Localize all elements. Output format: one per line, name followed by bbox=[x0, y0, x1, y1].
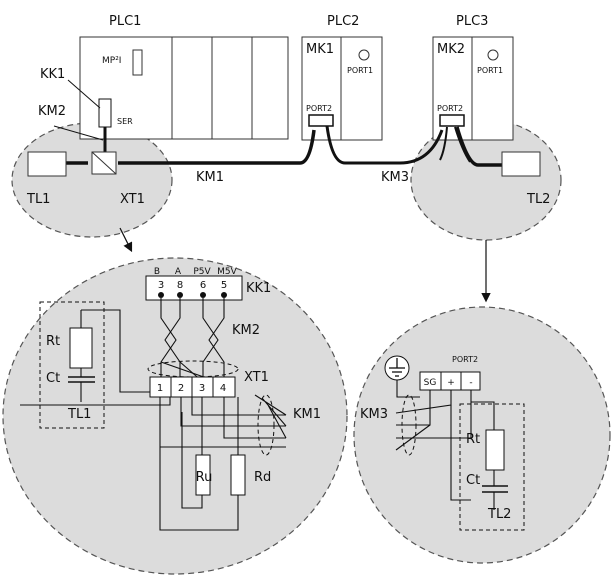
plc2-port1-label: PORT1 bbox=[347, 66, 373, 75]
km2-detail-label: KM2 bbox=[232, 323, 260, 338]
cable-km3 bbox=[345, 126, 502, 167]
kk1-pin-number: 5 bbox=[221, 280, 227, 291]
km1-label: KM1 bbox=[196, 170, 224, 185]
tl1-box bbox=[27, 151, 67, 177]
tl2-label: TL2 bbox=[526, 192, 550, 207]
kk1-pin-number: 6 bbox=[200, 280, 206, 291]
km2-label: KM2 bbox=[38, 104, 66, 119]
plc3-mk2-label: MK2 bbox=[437, 42, 465, 57]
terminal-number: 4 bbox=[220, 383, 226, 394]
rt-label-left: Rt bbox=[46, 334, 60, 349]
detail-right-wiring bbox=[395, 380, 495, 510]
rd-label: Rd bbox=[254, 470, 271, 485]
zone-detail-right bbox=[353, 306, 611, 564]
plc3-port2-label: PORT2 bbox=[437, 104, 463, 113]
plus-terminal: + bbox=[447, 378, 455, 388]
cable-km1 bbox=[66, 125, 346, 165]
plc3-port2[interactable] bbox=[439, 114, 465, 127]
plc3-led bbox=[487, 49, 499, 61]
rd-resistor bbox=[230, 454, 246, 496]
xt1-bundle-ring bbox=[147, 360, 239, 378]
sg-terminal: SG bbox=[424, 378, 437, 388]
kk1-pin-name: M5V bbox=[217, 267, 237, 277]
tl1-termination-box bbox=[39, 301, 105, 429]
ct-label-left: Ct bbox=[46, 371, 60, 386]
port2-detail-label: PORT2 bbox=[452, 355, 478, 364]
plc2-led bbox=[358, 49, 370, 61]
port2-connector bbox=[419, 371, 481, 391]
terminal-number: 3 bbox=[199, 383, 205, 394]
kk1-pin-dot bbox=[221, 292, 227, 298]
plc1-module-label: MP²I bbox=[102, 56, 121, 66]
kk1-pin-number: 8 bbox=[177, 280, 183, 291]
tl2-box bbox=[501, 151, 541, 177]
km3-detail-label: KM3 bbox=[360, 407, 388, 422]
plc1-title: PLC1 bbox=[109, 14, 141, 29]
kk1-pin-dot bbox=[158, 292, 164, 298]
plc2-port2[interactable] bbox=[308, 114, 334, 127]
rt-label-right: Rt bbox=[466, 432, 480, 447]
plc2-title: PLC2 bbox=[327, 14, 359, 29]
kk1-pin-name: B bbox=[154, 267, 160, 277]
tl2-termination-box bbox=[459, 403, 525, 531]
km1-bundle-ring bbox=[257, 394, 275, 456]
ser-label: SER bbox=[117, 117, 133, 126]
plc2-mk1-label: MK1 bbox=[306, 42, 334, 57]
plc2-port2-label: PORT2 bbox=[306, 104, 332, 113]
rt-resistor-left bbox=[69, 327, 93, 369]
kk1-pin-dot bbox=[177, 292, 183, 298]
xt1-label: XT1 bbox=[120, 192, 145, 207]
zone-tl2 bbox=[410, 119, 562, 241]
plc1-indicator bbox=[132, 49, 143, 76]
tl2-detail-label: TL2 bbox=[487, 507, 511, 522]
ru-resistor bbox=[195, 454, 211, 496]
ct-label-right: Ct bbox=[466, 473, 480, 488]
kk1-label: KK1 bbox=[40, 67, 65, 82]
km3-bundle-ring bbox=[401, 394, 417, 456]
ser-port[interactable] bbox=[98, 98, 112, 128]
xt1-detail-label: XT1 bbox=[244, 370, 269, 385]
kk1-pin-name: P5V bbox=[193, 267, 211, 277]
rt-resistor-right bbox=[485, 429, 505, 471]
tl1-label: TL1 bbox=[26, 192, 50, 207]
kk1-pin-dot bbox=[200, 292, 206, 298]
plc1-rack bbox=[79, 36, 289, 140]
detail-left-wiring bbox=[20, 309, 287, 531]
zone-tl1-xt1 bbox=[11, 122, 173, 238]
ru-label: Ru bbox=[196, 470, 213, 485]
plc3-port1-label: PORT1 bbox=[477, 66, 503, 75]
arrow-to-left-detail bbox=[119, 227, 133, 253]
terminal-number: 1 bbox=[157, 383, 163, 394]
km1-detail-label: KM1 bbox=[293, 407, 321, 422]
kk1-detail-label: KK1 bbox=[246, 281, 271, 296]
tl1-detail-label: TL1 bbox=[67, 407, 91, 422]
kk1-pin-name: A bbox=[175, 267, 182, 277]
kk1-pin-number: 3 bbox=[158, 280, 164, 291]
terminal-number: 2 bbox=[178, 383, 184, 394]
km3-label: KM3 bbox=[381, 170, 409, 185]
plc3-title: PLC3 bbox=[456, 14, 488, 29]
minus-terminal: - bbox=[469, 378, 472, 388]
